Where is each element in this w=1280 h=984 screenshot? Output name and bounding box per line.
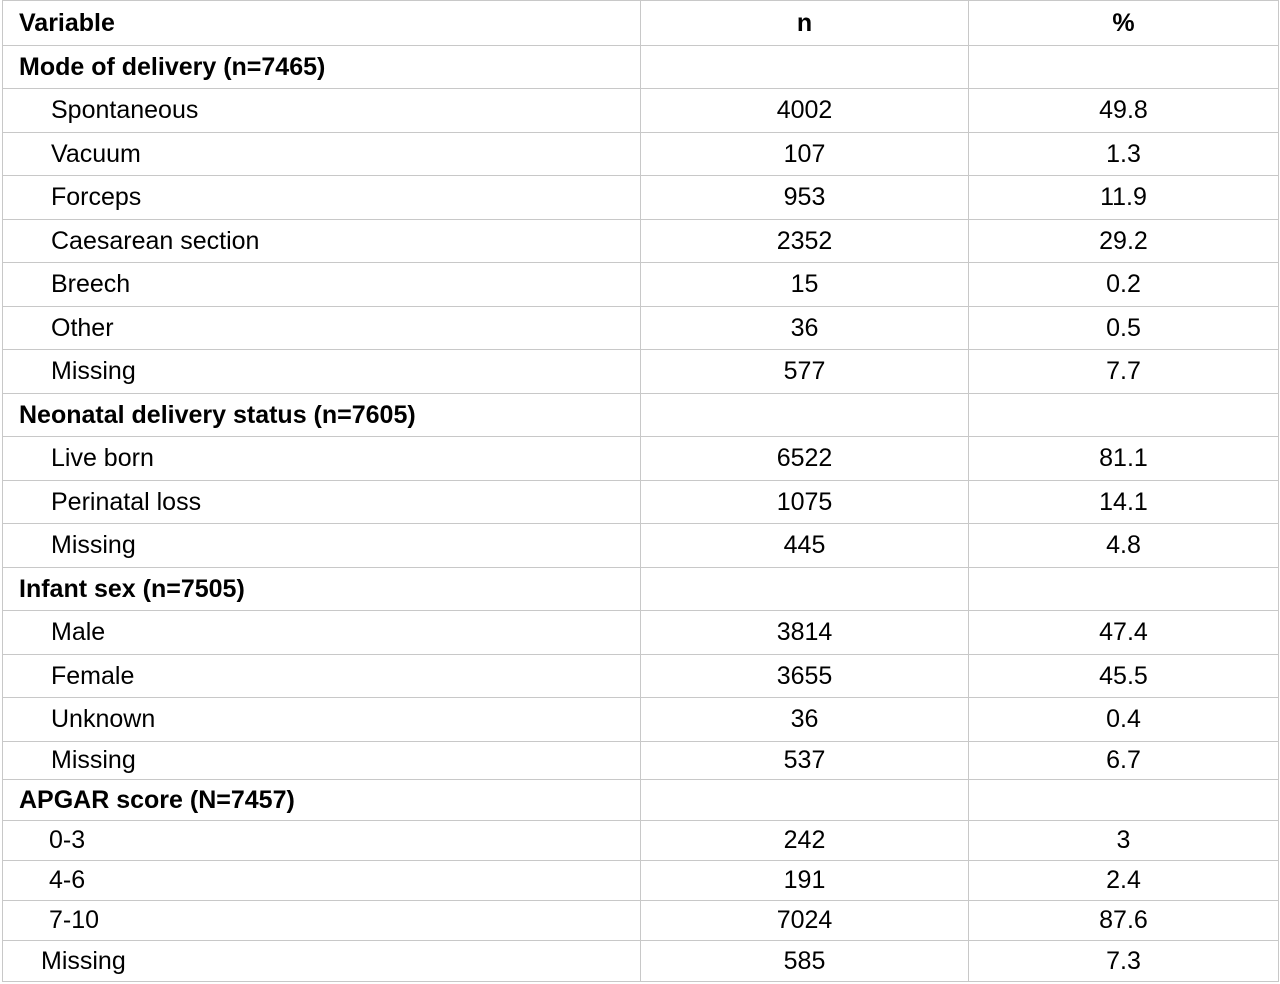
row-label: Missing (2, 741, 641, 780)
empty-cell (640, 393, 969, 437)
cell-value: 36 (640, 697, 969, 742)
row-label: Missing (2, 940, 641, 982)
data-row: Missing 585 7.3 (2, 940, 1279, 982)
data-row: Live born 6522 81.1 (2, 436, 1279, 481)
cell-value: 4.8 (968, 523, 1279, 568)
data-row: Male 3814 47.4 (2, 610, 1279, 655)
cell-value: 242 (640, 820, 969, 861)
cell-value: 577 (640, 349, 969, 394)
cell-value: 585 (640, 940, 969, 982)
section-row: Mode of delivery (n=7465) (2, 45, 1279, 89)
cell-value: 1.3 (968, 132, 1279, 176)
cell-value: 0.2 (968, 262, 1279, 307)
data-row: 4-6 191 2.4 (2, 860, 1279, 901)
section-title: Mode of delivery (n=7465) (2, 45, 641, 89)
cell-value: 14.1 (968, 480, 1279, 524)
cell-value: 45.5 (968, 654, 1279, 698)
data-row: Other 36 0.5 (2, 306, 1279, 350)
data-row: Missing 445 4.8 (2, 523, 1279, 568)
cell-value: 953 (640, 175, 969, 220)
data-row: 0-3 242 3 (2, 820, 1279, 861)
row-label: Missing (2, 349, 641, 394)
section-title: Neonatal delivery status (n=7605) (2, 393, 641, 437)
row-label: 7-10 (2, 900, 641, 941)
cell-value: 537 (640, 741, 969, 780)
cell-value: 3 (968, 820, 1279, 861)
header-cell: % (968, 0, 1279, 46)
row-label: Unknown (2, 697, 641, 742)
cell-value: 7.7 (968, 349, 1279, 394)
cell-value: 15 (640, 262, 969, 307)
data-row: Female 3655 45.5 (2, 654, 1279, 698)
section-row: Infant sex (n=7505) (2, 567, 1279, 611)
cell-value: 107 (640, 132, 969, 176)
cell-value: 2.4 (968, 860, 1279, 901)
data-row: Vacuum 107 1.3 (2, 132, 1279, 176)
header-row: Variable n% (2, 0, 1279, 46)
cell-value: 47.4 (968, 610, 1279, 655)
cell-value: 7024 (640, 900, 969, 941)
data-row: 7-10 7024 87.6 (2, 900, 1279, 941)
cell-value: 0.4 (968, 697, 1279, 742)
row-label: 4-6 (2, 860, 641, 901)
empty-cell (640, 779, 969, 821)
row-label: Male (2, 610, 641, 655)
cell-value: 3814 (640, 610, 969, 655)
cell-value: 6.7 (968, 741, 1279, 780)
cell-value: 7.3 (968, 940, 1279, 982)
row-label: 0-3 (2, 820, 641, 861)
row-label: Spontaneous (2, 88, 641, 133)
data-row: Perinatal loss 1075 14.1 (2, 480, 1279, 524)
cell-value: 1075 (640, 480, 969, 524)
row-label: Breech (2, 262, 641, 307)
cell-value: 191 (640, 860, 969, 901)
section-row: APGAR score (N=7457) (2, 779, 1279, 821)
cell-value: 49.8 (968, 88, 1279, 133)
data-row: Breech 15 0.2 (2, 262, 1279, 307)
row-label: Forceps (2, 175, 641, 220)
header-cell: n (640, 0, 969, 46)
row-label: Vacuum (2, 132, 641, 176)
header-cell: Variable (2, 0, 641, 46)
row-label: Live born (2, 436, 641, 481)
data-row: Missing 577 7.7 (2, 349, 1279, 394)
data-row: Forceps 953 11.9 (2, 175, 1279, 220)
empty-cell (968, 567, 1279, 611)
section-row: Neonatal delivery status (n=7605) (2, 393, 1279, 437)
section-title: APGAR score (N=7457) (2, 779, 641, 821)
cell-value: 81.1 (968, 436, 1279, 481)
cell-value: 6522 (640, 436, 969, 481)
data-row: Missing 537 6.7 (2, 741, 1279, 780)
cell-value: 2352 (640, 219, 969, 263)
cell-value: 4002 (640, 88, 969, 133)
data-row: Caesarean section 2352 29.2 (2, 219, 1279, 263)
empty-cell (968, 393, 1279, 437)
row-label: Other (2, 306, 641, 350)
data-row: Spontaneous 4002 49.8 (2, 88, 1279, 133)
cell-value: 3655 (640, 654, 969, 698)
row-label: Perinatal loss (2, 480, 641, 524)
cell-value: 11.9 (968, 175, 1279, 220)
empty-cell (968, 45, 1279, 89)
empty-cell (640, 45, 969, 89)
cell-value: 87.6 (968, 900, 1279, 941)
row-label: Missing (2, 523, 641, 568)
cell-value: 36 (640, 306, 969, 350)
data-row: Unknown 36 0.4 (2, 697, 1279, 742)
cell-value: 445 (640, 523, 969, 568)
empty-cell (640, 567, 969, 611)
row-label: Caesarean section (2, 219, 641, 263)
cell-value: 0.5 (968, 306, 1279, 350)
empty-cell (968, 779, 1279, 821)
section-title: Infant sex (n=7505) (2, 567, 641, 611)
row-label: Female (2, 654, 641, 698)
cell-value: 29.2 (968, 219, 1279, 263)
